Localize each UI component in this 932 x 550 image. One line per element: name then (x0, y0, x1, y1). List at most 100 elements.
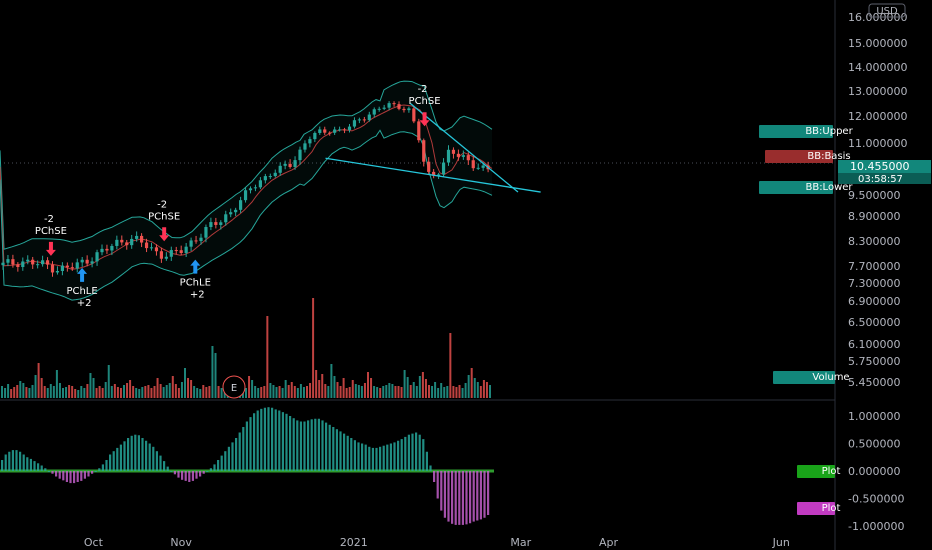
candle-body (461, 155, 465, 157)
volume-bar (162, 387, 165, 398)
osc-bar (389, 443, 392, 471)
volume-bar (275, 387, 278, 398)
osc-tick-label: -1.000000 (848, 520, 904, 533)
volume-bar (113, 384, 116, 398)
volume-bar (89, 373, 92, 398)
osc-bar (177, 471, 180, 478)
osc-bar (267, 407, 270, 471)
osc-bar (343, 433, 346, 471)
volume-bar (71, 386, 74, 398)
osc-bar (285, 413, 288, 471)
osc-bar (159, 455, 162, 471)
volume-bar (418, 376, 421, 398)
time-axis-label: 2021 (340, 536, 368, 549)
volume-bar (348, 387, 351, 398)
candle-body (432, 171, 436, 176)
time-axis-label: Apr (599, 536, 619, 549)
candle-body (169, 250, 173, 257)
osc-bar (137, 435, 140, 471)
volume-bar (479, 386, 482, 398)
volume-bar (245, 388, 247, 398)
signal-label: PChSE (148, 211, 180, 222)
candle-body (427, 161, 431, 172)
osc-bar (375, 447, 378, 471)
candle-body (100, 248, 104, 253)
candle-body (184, 246, 188, 254)
osc-bar (436, 471, 439, 499)
volume-bar (211, 346, 214, 398)
time-axis-label: Nov (170, 536, 192, 549)
osc-bar (127, 438, 130, 471)
volume-bar (119, 388, 122, 398)
candle-body (392, 103, 396, 105)
osc-bar (83, 471, 86, 479)
osc-bar (443, 471, 446, 518)
volume-bar (431, 386, 434, 398)
volume-bar (266, 316, 269, 398)
candle-body (387, 103, 391, 108)
volume-bar (74, 389, 77, 398)
signal-count: -2 (418, 84, 428, 95)
currency-badge[interactable] (868, 3, 906, 18)
price-tick-label: 12.000000 (848, 110, 908, 123)
candle-body (253, 187, 258, 189)
candle-body (362, 119, 366, 121)
signal-count: -2 (157, 199, 167, 210)
osc-bar (429, 465, 432, 471)
volume-bar (58, 383, 61, 398)
osc-bar (62, 471, 65, 481)
osc-bar (220, 455, 223, 471)
short-arrow-icon (419, 112, 430, 127)
candle-body (75, 262, 79, 269)
candle-body (328, 132, 332, 134)
volume-bar (22, 383, 25, 398)
candle-body (288, 163, 292, 167)
osc-bar (101, 464, 104, 471)
osc-bar (382, 445, 385, 471)
volume-bar (327, 386, 330, 398)
volume-bar (403, 370, 406, 398)
osc-bar (238, 432, 241, 471)
volume-bar (25, 387, 28, 398)
volume-bar (296, 388, 299, 398)
signal-count: +2 (77, 298, 92, 309)
candle-body (273, 172, 277, 177)
osc-bar (451, 471, 454, 524)
osc-bar (184, 471, 187, 481)
volume-bar (248, 376, 251, 398)
candle-body (323, 129, 327, 133)
osc-bar (379, 446, 382, 471)
volume-bar (281, 388, 284, 398)
volume-bar (174, 384, 177, 398)
volume-bar (440, 383, 443, 398)
candle-body (80, 259, 84, 263)
volume-bar (470, 368, 473, 398)
osc-bar (353, 440, 356, 471)
price-tick-label: 14.000000 (848, 61, 908, 74)
candle-body (243, 190, 248, 201)
candle-body (110, 245, 114, 251)
osc-bar (116, 447, 119, 471)
volume-bar (135, 388, 138, 398)
osc-bar (422, 439, 425, 471)
osc-bar (310, 419, 313, 471)
osc-bar (278, 410, 281, 471)
volume-bar (150, 388, 153, 398)
volume-bar (360, 386, 363, 398)
osc-bar (123, 441, 126, 471)
candle-body (105, 248, 109, 251)
osc-bar (454, 471, 457, 525)
osc-bar (357, 442, 360, 471)
osc-bar (350, 438, 353, 471)
osc-bar (386, 444, 389, 471)
volume-bar (260, 387, 263, 398)
volume-bar (330, 364, 333, 398)
osc-bar (274, 409, 277, 471)
osc-bar (407, 434, 410, 471)
volume-bar (388, 383, 391, 398)
volume-bar (116, 387, 119, 398)
candle-body (21, 261, 25, 268)
volume-bar (83, 388, 86, 398)
plot-negative-label: Plot (822, 503, 841, 514)
